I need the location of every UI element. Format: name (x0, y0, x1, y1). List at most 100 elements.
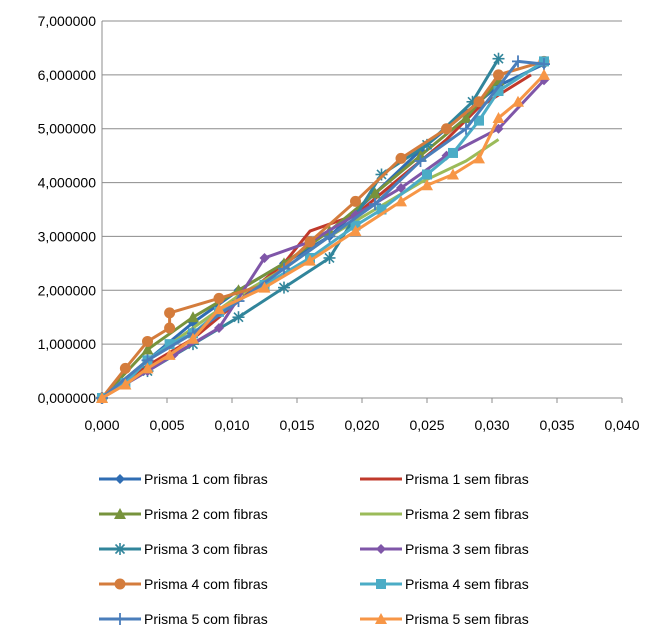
data-point (323, 251, 336, 264)
data-point (473, 152, 485, 164)
legend-label: Prisma 4 com fibras (144, 576, 268, 592)
data-point (304, 236, 316, 248)
x-tick-label: 0,000 (84, 417, 119, 433)
y-tick-label: 5,000000 (38, 121, 97, 137)
legend-marker (114, 508, 126, 519)
x-tick-label: 0,020 (344, 417, 379, 433)
data-point (163, 348, 176, 360)
legend-label: Prisma 1 com fibras (144, 471, 268, 487)
y-tick-label: 2,000000 (38, 282, 97, 298)
legend-marker (115, 474, 125, 484)
legend-item: Prisma 4 sem fibras (360, 576, 529, 592)
data-point (142, 335, 153, 347)
legend-label: Prisma 3 sem fibras (405, 541, 529, 557)
series-7 (96, 55, 550, 404)
data-point (164, 339, 175, 350)
data-point (474, 115, 484, 126)
x-tick-labels: 0,000 0,005 0,010 0,015 0,020 0,025 0,030 0,035… (84, 417, 639, 433)
data-point (232, 311, 245, 324)
data-point (538, 58, 550, 71)
data-point (512, 55, 524, 68)
y-tick-label: 0,000000 (38, 390, 97, 406)
data-point (493, 69, 504, 81)
data-point (96, 392, 108, 403)
data-point (164, 322, 176, 334)
x-tick-label: 0,015 (279, 417, 314, 433)
x-tick-label: 0,040 (604, 417, 639, 433)
y-tick-labels: 0,000000 1,000000 2,000000 3,000000 4,000000… (38, 13, 97, 406)
series-line (101, 73, 546, 400)
legend-marker (114, 613, 126, 625)
data-point (421, 179, 433, 191)
x-tick-label: 0,035 (539, 417, 574, 433)
data-point (141, 343, 154, 355)
data-point (369, 198, 381, 211)
y-tick-label: 6,000000 (38, 67, 97, 83)
legend-label: Prisma 5 sem fibras (405, 611, 529, 627)
legend-label: Prisma 2 com fibras (144, 506, 268, 522)
series-10 (96, 68, 550, 403)
legend-item: Prisma 2 com fibras (99, 506, 268, 522)
legend-label: Prisma 4 sem fibras (405, 576, 529, 592)
legend-label: Prisma 3 com fibras (144, 541, 268, 557)
legend-marker (114, 578, 126, 590)
data-point (376, 204, 387, 215)
data-point (187, 332, 199, 344)
axes (101, 21, 623, 403)
data-point (369, 187, 381, 199)
data-point (441, 123, 452, 135)
data-point (448, 147, 458, 158)
legend-item: Prisma 5 sem fibras (360, 611, 529, 627)
data-point (460, 111, 472, 123)
y-tick-label: 4,000000 (38, 175, 97, 191)
data-point (460, 122, 472, 135)
legend-item: Prisma 1 sem fibras (360, 471, 529, 487)
data-point (187, 311, 199, 323)
legend: Prisma 1 com fibras Prisma 1 sem fibras Pr… (99, 471, 529, 627)
data-point (258, 281, 271, 293)
legend-marker (376, 579, 386, 589)
data-point (492, 52, 505, 65)
data-point (492, 111, 505, 123)
data-point (350, 195, 361, 207)
legend-marker (114, 543, 126, 555)
data-point (259, 252, 270, 263)
x-tick-label: 0,010 (214, 417, 249, 433)
data-point (214, 322, 224, 333)
data-point (396, 182, 406, 193)
y-tick-label: 1,000000 (38, 336, 97, 352)
data-point (119, 378, 132, 390)
data-point (323, 230, 336, 243)
data-point (278, 281, 290, 294)
legend-label: Prisma 1 sem fibras (405, 471, 529, 487)
data-point (213, 303, 225, 315)
data-point (447, 168, 459, 180)
x-tick-label: 0,025 (409, 417, 444, 433)
data-point (213, 292, 225, 304)
gridlines (102, 20, 622, 345)
data-point (414, 155, 427, 168)
data-point (278, 262, 290, 275)
data-point (304, 254, 316, 266)
data-point (473, 96, 485, 108)
data-point (164, 307, 176, 319)
legend-item: Prisma 3 com fibras (99, 541, 268, 557)
legend-label: Prisma 5 com fibras (144, 611, 268, 627)
data-point (395, 195, 407, 207)
series-group (96, 52, 550, 404)
data-point (141, 362, 154, 374)
legend-item: Prisma 4 com fibras (99, 576, 268, 592)
y-tick-label: 7,000000 (38, 13, 97, 29)
legend-item: Prisma 5 com fibras (99, 611, 268, 627)
data-point (395, 152, 407, 164)
legend-marker (376, 544, 386, 554)
data-point (422, 169, 432, 180)
data-point (493, 86, 504, 97)
data-point (119, 362, 131, 374)
y-tick-label: 3,000000 (38, 228, 97, 244)
data-point (538, 68, 550, 80)
legend-label: Prisma 2 sem fibras (405, 506, 529, 522)
x-tick-label: 0,030 (474, 417, 509, 433)
legend-item: Prisma 3 sem fibras (360, 541, 529, 557)
